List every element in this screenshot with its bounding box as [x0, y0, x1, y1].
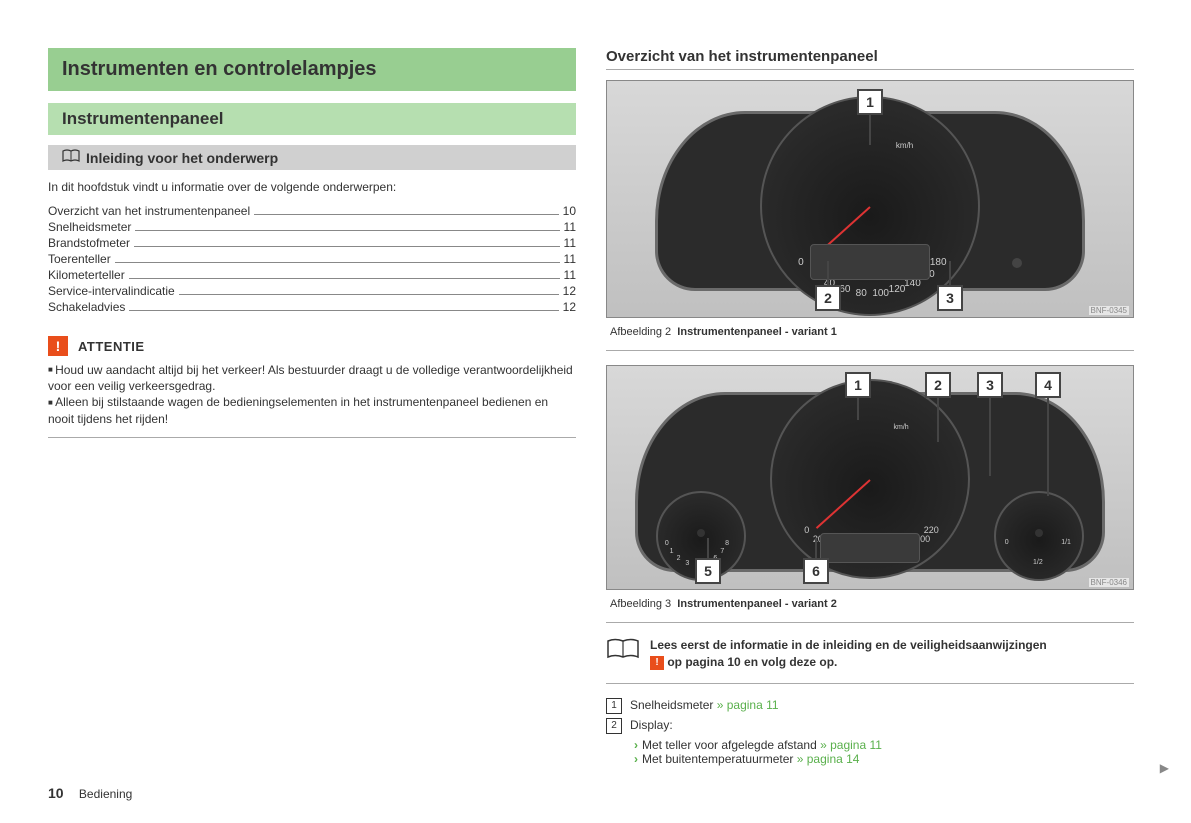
toc-row: Brandstofmeter11 [48, 236, 576, 250]
instrument-cluster-2: 020406080100120140160180200220 km/h 0123… [635, 392, 1105, 572]
legend-sublist: ›Met teller voor afgelegde afstand » pag… [634, 738, 1134, 766]
reset-button [1012, 258, 1022, 268]
figure-ref: BNF-0346 [1089, 578, 1129, 587]
gauge-tick: 100 [872, 288, 889, 299]
callout-2: 2 [815, 285, 841, 311]
intro-text: In dit hoofdstuk vindt u informatie over… [48, 180, 576, 194]
callout-1: 1 [845, 372, 871, 398]
gauge-tick: 1/1 [1061, 539, 1071, 546]
callout-5: 5 [695, 558, 721, 584]
toc-row: Snelheidsmeter11 [48, 220, 576, 234]
heading-3: Inleiding voor het onderwerp [48, 145, 576, 170]
callout-6: 6 [803, 558, 829, 584]
gauge-tick: 1 [670, 548, 674, 555]
legend-list: 1Snelheidsmeter » pagina 11 2Display: [606, 698, 1134, 734]
legend-item: 2Display: [606, 718, 1134, 734]
attention-item: Houd uw aandacht altijd bij het verkeer!… [48, 362, 576, 394]
left-column: Instrumenten en controlelampjes Instrume… [48, 48, 576, 766]
needle [816, 479, 871, 529]
h3-text: Inleiding voor het onderwerp [86, 150, 278, 166]
sublist-item: ›Met buitentemperatuurmeter » pagina 14 [634, 752, 1134, 766]
toc-row: Toerenteller11 [48, 252, 576, 266]
unit-label: km/h [894, 424, 909, 431]
gauge-tick: 120 [889, 284, 906, 295]
figure-2: 020406080100120140160180200220 km/h 0123… [606, 365, 1134, 590]
figure-ref: BNF-0345 [1089, 306, 1129, 315]
toc-row: Schakeladvies12 [48, 300, 576, 314]
toc-row: Overzicht van het instrumentenpaneel10 [48, 204, 576, 218]
book-icon [62, 149, 80, 166]
toc-row: Kilometerteller11 [48, 268, 576, 282]
figure-1-caption: Afbeelding 2 Instrumentenpaneel - varian… [606, 322, 1134, 351]
unit-label: km/h [896, 141, 913, 150]
gauge-tick: 3 [685, 560, 689, 567]
callout-1: 1 [857, 89, 883, 115]
sublist-item: ›Met teller voor afgelegde afstand » pag… [634, 738, 1134, 752]
right-column: Overzicht van het instrumentenpaneel 0 2 0… [606, 48, 1134, 766]
attention-item: Alleen bij stilstaande wagen de bedienin… [48, 394, 576, 426]
fuel-gauge: 0 1/2 1/1 [994, 491, 1084, 581]
heading-2: Instrumentenpaneel [48, 103, 576, 135]
gauge-tick: 8 [725, 540, 729, 547]
callout-2: 2 [925, 372, 951, 398]
callout-4: 4 [1035, 372, 1061, 398]
attention-title: ATTENTIE [78, 339, 145, 354]
figure-1: 020406080100120140160180 km/h 1 2 3 BNF-… [606, 80, 1134, 318]
callout-3: 3 [977, 372, 1003, 398]
callout-3: 3 [937, 285, 963, 311]
page-footer: 10 Bediening [48, 785, 132, 801]
continue-arrow-icon: ▶ [1160, 761, 1169, 775]
gauge-tick: 0 [665, 540, 669, 547]
gauge-tick: 0 [798, 257, 804, 268]
legend-item: 1Snelheidsmeter » pagina 11 [606, 698, 1134, 714]
gauge-tick: 2 [677, 555, 681, 562]
gauge-tick: 80 [856, 288, 867, 299]
right-heading: Overzicht van het instrumentenpaneel [606, 48, 1134, 70]
gauge-tick: 220 [924, 525, 939, 535]
section-name: Bediening [79, 787, 132, 801]
gauge-tick: 180 [930, 257, 947, 268]
toc: Overzicht van het instrumentenpaneel10 Sn… [48, 204, 576, 314]
gauge-tick: 7 [720, 548, 724, 555]
warning-icon: ! [48, 336, 68, 356]
info-display [820, 533, 920, 563]
gauge-tick: 1/2 [1033, 559, 1043, 566]
page-number: 10 [48, 785, 64, 801]
heading-1: Instrumenten en controlelampjes [48, 48, 576, 91]
warning-icon: ! [650, 656, 664, 670]
figure-2-caption: Afbeelding 3 Instrumentenpaneel - varian… [606, 594, 1134, 623]
gauge-tick: 0 [804, 525, 809, 535]
read-first-note: Lees eerst de informatie in de inleiding… [606, 637, 1134, 684]
toc-row: Service-intervalindicatie12 [48, 284, 576, 298]
gauge-tick: 0 [1005, 539, 1009, 546]
attention-box: ! ATTENTIE Houd uw aandacht altijd bij h… [48, 328, 576, 446]
book-icon [606, 637, 640, 671]
